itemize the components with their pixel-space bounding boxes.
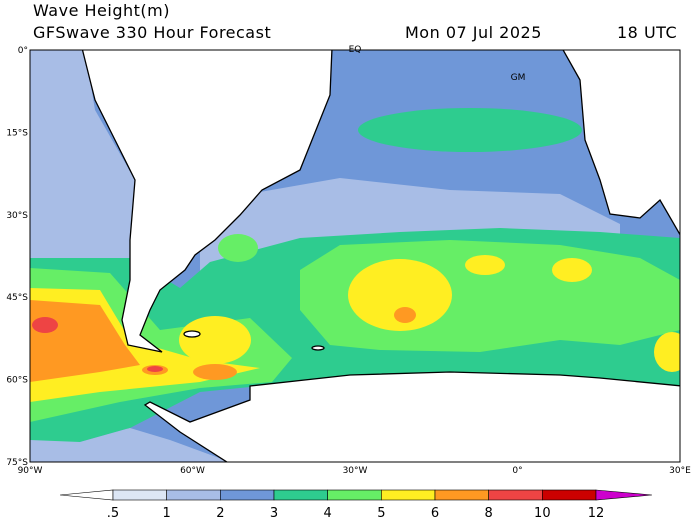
wave-band — [348, 259, 452, 331]
map: EQ GM — [29, 45, 681, 463]
colorbar-label: 12 — [588, 506, 605, 521]
wave-band — [654, 332, 680, 372]
colorbar-label: 4 — [324, 506, 332, 521]
africa — [562, 50, 680, 236]
south-america — [81, 50, 333, 353]
lat-label: 75°S — [6, 458, 28, 468]
wave-band — [30, 50, 135, 272]
map-frame — [29, 49, 681, 463]
wave-band — [30, 300, 140, 382]
colorbar-segment — [273, 489, 328, 501]
axes: 0° 15°S 30°S 45°S 60°S 75°S90°W 60°W 30°W 0° 30°E — [6, 46, 691, 476]
wave-band — [147, 366, 163, 372]
colorbar-cap — [59, 489, 114, 501]
wave-band — [218, 234, 258, 262]
colorbar-label: 3 — [270, 506, 278, 521]
lat-label: 15°S — [6, 128, 28, 138]
lat-label: 45°S — [6, 293, 28, 303]
colorbar-label: 2 — [216, 506, 224, 521]
wave-band — [179, 316, 251, 364]
title: Wave Height(m) — [33, 1, 170, 20]
map-label: GM — [511, 73, 526, 83]
island — [183, 330, 201, 338]
island — [311, 345, 325, 351]
colorbar-cap — [595, 489, 653, 501]
wave-band — [465, 255, 505, 275]
colorbar: .5 1 2 3 4 5 6 8 10 12 — [59, 489, 653, 521]
lat-label: 30°S — [6, 211, 28, 221]
lat-label: 0° — [18, 46, 28, 56]
lon-label: 60°W — [180, 466, 205, 476]
wave-band — [552, 258, 592, 282]
subtitle: GFSwave 330 Hour Forecast — [33, 23, 271, 42]
colorbar-segment — [434, 489, 489, 501]
wave-band — [394, 307, 416, 323]
lon-label: 30°W — [343, 466, 368, 476]
wave-band — [30, 428, 230, 462]
colorbar-segment — [488, 489, 543, 501]
colorbar-label: 10 — [534, 506, 551, 521]
colorbar-segment — [381, 489, 436, 501]
date: Mon 07 Jul 2025 — [405, 23, 542, 42]
colorbar-label: 8 — [485, 506, 493, 521]
colorbar-label: 6 — [431, 506, 439, 521]
wave-band — [193, 364, 237, 380]
wave-band — [358, 108, 582, 152]
wave-band — [32, 317, 58, 333]
colorbar-segment — [220, 489, 275, 501]
map-label: EQ — [349, 45, 362, 55]
colorbar-label: 1 — [163, 506, 171, 521]
colorbar-segment — [112, 489, 167, 501]
colorbar-segment — [327, 489, 382, 501]
colorbar-segment — [166, 489, 221, 501]
lon-label: 0° — [512, 466, 522, 476]
antarctica — [143, 371, 680, 462]
time: 18 UTC — [617, 23, 677, 42]
colorbar-label: .5 — [107, 506, 119, 521]
lat-label: 60°S — [6, 376, 28, 386]
colorbar-label: 5 — [377, 506, 385, 521]
colorbar-segment — [542, 489, 597, 501]
lon-label: 90°W — [18, 466, 43, 476]
lon-label: 30°E — [669, 466, 691, 476]
